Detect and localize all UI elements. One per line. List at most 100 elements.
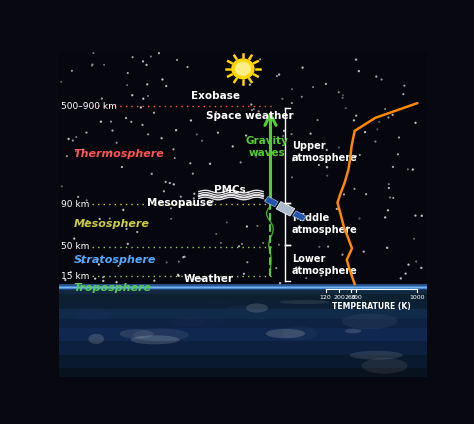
Point xyxy=(119,206,127,213)
Point xyxy=(362,191,370,198)
Text: 90 km: 90 km xyxy=(61,200,90,209)
Point xyxy=(184,64,191,70)
Ellipse shape xyxy=(176,315,226,327)
Point xyxy=(389,112,396,118)
Text: Middle
atmosphere: Middle atmosphere xyxy=(292,213,357,235)
Point xyxy=(353,112,360,119)
Ellipse shape xyxy=(133,329,189,341)
Point xyxy=(304,257,312,264)
Point xyxy=(217,240,225,246)
Point xyxy=(147,53,155,60)
Point xyxy=(158,135,165,142)
Point xyxy=(65,136,73,142)
Point xyxy=(288,100,296,106)
Point xyxy=(275,71,283,78)
Point xyxy=(302,275,310,282)
Point xyxy=(361,129,369,136)
Point xyxy=(324,243,332,250)
Point xyxy=(335,89,343,96)
Point xyxy=(397,275,405,282)
Point xyxy=(109,127,116,134)
Point xyxy=(262,197,269,204)
Point xyxy=(256,56,264,63)
Point xyxy=(323,164,331,170)
Point xyxy=(160,188,168,195)
Point xyxy=(351,185,358,192)
Ellipse shape xyxy=(170,318,204,327)
Point xyxy=(193,131,201,138)
Point xyxy=(163,259,170,266)
Point xyxy=(77,257,84,264)
Point xyxy=(289,157,297,164)
Point xyxy=(190,195,198,202)
Polygon shape xyxy=(59,309,427,318)
Point xyxy=(314,117,321,123)
Text: Space weather: Space weather xyxy=(206,111,294,121)
Text: 120: 120 xyxy=(319,295,331,300)
Point xyxy=(122,114,130,121)
Point xyxy=(350,117,358,124)
Ellipse shape xyxy=(131,335,180,344)
Point xyxy=(171,155,179,162)
Point xyxy=(340,191,348,198)
Point xyxy=(68,67,76,74)
Point xyxy=(173,56,181,63)
Point xyxy=(298,93,305,100)
Point xyxy=(123,82,131,89)
Point xyxy=(139,122,146,128)
Polygon shape xyxy=(59,301,427,309)
Point xyxy=(247,101,255,108)
Point xyxy=(288,174,296,181)
Point xyxy=(155,50,163,56)
Text: PMCs: PMCs xyxy=(213,184,245,195)
Point xyxy=(299,64,306,71)
Point xyxy=(145,131,152,138)
Point xyxy=(186,160,194,167)
Text: Mesosphere: Mesosphere xyxy=(74,219,150,229)
Point xyxy=(352,56,360,63)
Point xyxy=(288,86,296,92)
Point xyxy=(418,265,425,271)
Point xyxy=(405,261,412,268)
Point xyxy=(88,62,96,69)
Point xyxy=(63,153,71,159)
Point xyxy=(174,271,182,278)
Ellipse shape xyxy=(266,329,305,338)
Ellipse shape xyxy=(246,304,268,312)
Point xyxy=(151,277,158,284)
Point xyxy=(384,207,392,214)
Point xyxy=(177,193,184,200)
Point xyxy=(409,166,417,173)
Point xyxy=(118,164,126,170)
Point xyxy=(187,117,195,124)
Point xyxy=(316,243,323,250)
Text: 15 km: 15 km xyxy=(61,272,90,281)
Point xyxy=(375,118,383,125)
Point xyxy=(167,205,175,212)
Point xyxy=(223,219,230,226)
Point xyxy=(273,73,281,79)
Point xyxy=(162,179,170,185)
Ellipse shape xyxy=(225,306,264,310)
Point xyxy=(279,133,287,139)
Point xyxy=(315,162,323,168)
Point xyxy=(107,118,115,125)
Text: 500–900 km: 500–900 km xyxy=(61,102,117,111)
Ellipse shape xyxy=(280,300,329,304)
Point xyxy=(275,241,283,248)
Point xyxy=(100,61,108,68)
Ellipse shape xyxy=(362,358,408,374)
Point xyxy=(273,265,280,271)
Point xyxy=(180,254,187,261)
Point xyxy=(333,206,341,212)
Point xyxy=(390,195,397,201)
Point xyxy=(189,170,197,177)
Text: TEMPERATURE (K): TEMPERATURE (K) xyxy=(332,301,411,311)
Text: 50 km: 50 km xyxy=(61,242,90,251)
Text: Weather: Weather xyxy=(184,274,234,285)
Point xyxy=(123,226,130,232)
Point xyxy=(418,212,426,219)
Point xyxy=(100,274,107,281)
Ellipse shape xyxy=(89,334,104,344)
Text: Thermosphere: Thermosphere xyxy=(74,149,164,159)
